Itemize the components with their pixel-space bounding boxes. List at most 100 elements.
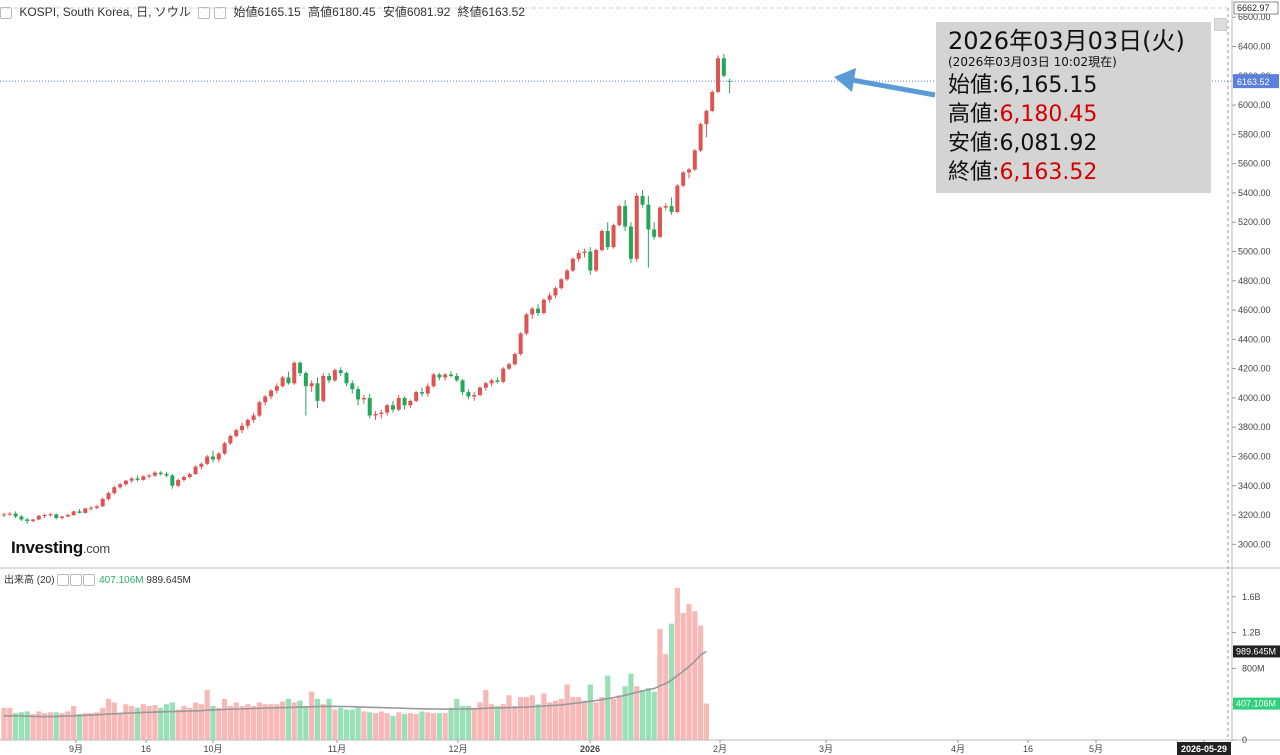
volume-bar[interactable]	[587, 684, 593, 740]
candle[interactable]	[530, 308, 535, 315]
volume-bar[interactable]	[30, 714, 36, 740]
candle[interactable]	[240, 425, 245, 431]
candle[interactable]	[367, 397, 372, 416]
volume-bar[interactable]	[564, 684, 570, 740]
volume-bar[interactable]	[129, 706, 135, 740]
candle[interactable]	[274, 386, 279, 391]
candle[interactable]	[19, 516, 24, 520]
candle[interactable]	[228, 436, 233, 444]
settings-icon[interactable]	[198, 6, 211, 19]
candle[interactable]	[54, 514, 59, 519]
candle[interactable]	[13, 513, 18, 517]
candle[interactable]	[425, 386, 430, 394]
volume-bar[interactable]	[100, 707, 106, 740]
candle[interactable]	[269, 390, 274, 397]
volume-bar[interactable]	[204, 689, 210, 740]
volume-bar[interactable]	[59, 713, 65, 740]
eye-icon[interactable]	[70, 574, 83, 587]
volume-bar[interactable]	[332, 709, 338, 740]
volume-bar[interactable]	[105, 698, 112, 740]
volume-bar[interactable]	[361, 711, 367, 740]
candle[interactable]	[193, 466, 198, 475]
candle[interactable]	[147, 475, 152, 477]
candle[interactable]	[77, 511, 82, 513]
volume-bar[interactable]	[227, 706, 233, 740]
candle[interactable]	[681, 172, 686, 186]
volume-bar[interactable]	[24, 711, 30, 740]
volume-bar[interactable]	[512, 706, 518, 740]
volume-bar[interactable]	[251, 706, 257, 740]
volume-bar[interactable]	[1, 707, 7, 740]
volume-bar[interactable]	[645, 688, 651, 740]
candle[interactable]	[495, 380, 500, 382]
candle[interactable]	[640, 195, 645, 205]
volume-bar[interactable]	[13, 713, 19, 740]
volume-bar[interactable]	[326, 698, 332, 740]
candle[interactable]	[94, 506, 99, 508]
volume-bar[interactable]	[245, 704, 251, 740]
candle[interactable]	[524, 314, 529, 334]
candle[interactable]	[634, 195, 639, 259]
candle[interactable]	[408, 400, 413, 406]
candle[interactable]	[419, 392, 424, 394]
volume-bar[interactable]	[471, 707, 477, 740]
candle[interactable]	[176, 479, 181, 486]
volume-bar[interactable]	[53, 712, 59, 740]
candle[interactable]	[356, 389, 361, 400]
candle[interactable]	[628, 226, 633, 259]
candle[interactable]	[60, 516, 65, 519]
volume-bar[interactable]	[703, 703, 710, 740]
volume-bar[interactable]	[465, 706, 471, 740]
volume-bar[interactable]	[285, 698, 292, 740]
volume-bar[interactable]	[407, 713, 413, 740]
volume-bar[interactable]	[216, 707, 222, 740]
candle[interactable]	[129, 478, 134, 481]
candle[interactable]	[501, 368, 506, 382]
candle[interactable]	[565, 270, 570, 280]
volume-bar[interactable]	[71, 706, 77, 740]
candle[interactable]	[112, 487, 117, 494]
volume-bar[interactable]	[448, 707, 454, 740]
volume-bar[interactable]	[692, 611, 698, 740]
volume-bar[interactable]	[436, 713, 442, 740]
candle[interactable]	[298, 362, 303, 374]
volume-bar[interactable]	[309, 691, 315, 740]
volume-bar[interactable]	[233, 702, 239, 740]
volume-bar[interactable]	[552, 700, 559, 740]
candle[interactable]	[210, 456, 215, 460]
candle[interactable]	[65, 515, 70, 517]
volume-bar[interactable]	[210, 706, 216, 740]
candle[interactable]	[344, 373, 349, 384]
candle[interactable]	[123, 480, 128, 485]
volume-bar[interactable]	[663, 654, 669, 740]
volume-bar[interactable]	[674, 587, 680, 740]
volume-bar[interactable]	[239, 706, 245, 740]
volume-bar[interactable]	[506, 695, 512, 740]
candle[interactable]	[414, 392, 419, 401]
candle[interactable]	[553, 288, 558, 296]
volume-bar[interactable]	[343, 709, 350, 740]
volume-bar[interactable]	[651, 691, 657, 740]
candle[interactable]	[83, 508, 88, 513]
candle[interactable]	[518, 333, 523, 355]
candle[interactable]	[36, 515, 41, 520]
candle[interactable]	[460, 380, 465, 393]
volume-bar[interactable]	[303, 706, 309, 740]
volume-bar[interactable]	[7, 707, 13, 740]
candle[interactable]	[402, 397, 407, 406]
candle[interactable]	[716, 58, 721, 92]
candle[interactable]	[158, 472, 163, 475]
volume-bar[interactable]	[18, 712, 25, 740]
candle[interactable]	[466, 392, 471, 397]
candle[interactable]	[675, 185, 680, 212]
candle[interactable]	[547, 295, 552, 300]
volume-bar[interactable]	[442, 713, 448, 740]
volume-bar[interactable]	[88, 713, 94, 740]
candle[interactable]	[89, 507, 94, 509]
candle[interactable]	[599, 231, 604, 251]
settings-icon[interactable]	[57, 574, 70, 587]
volume-bar[interactable]	[268, 704, 274, 740]
candle[interactable]	[257, 402, 262, 416]
candle[interactable]	[216, 453, 221, 460]
volume-bar[interactable]	[36, 711, 42, 740]
